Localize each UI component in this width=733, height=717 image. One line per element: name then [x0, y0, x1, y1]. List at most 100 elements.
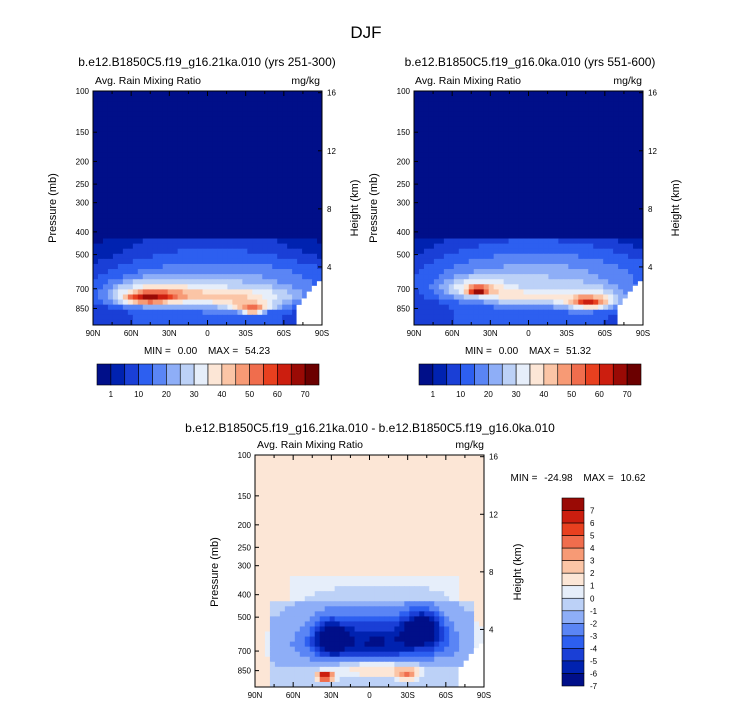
field-cell [558, 213, 564, 219]
field-cell [538, 198, 544, 204]
field-cell [98, 203, 104, 209]
field-cell [504, 106, 510, 112]
field-cell [553, 132, 559, 138]
field-cell [300, 495, 306, 501]
field-cell [247, 152, 253, 158]
field-cell [113, 172, 119, 178]
field-cell [93, 116, 99, 122]
field-cell [302, 152, 308, 158]
field-cell [499, 111, 505, 117]
field-cell [519, 264, 525, 270]
field-cell [208, 183, 214, 189]
field-cell [262, 289, 268, 295]
field-cell [345, 510, 351, 516]
field-cell [494, 147, 500, 153]
field-cell [499, 289, 505, 295]
field-cell [464, 132, 470, 138]
field-cell [203, 233, 209, 239]
field-cell [340, 505, 346, 511]
field-cell [260, 495, 266, 501]
field-cell [434, 167, 440, 173]
field-cell [394, 475, 400, 481]
field-cell [429, 101, 435, 107]
field-cell [178, 193, 184, 199]
field-cell [242, 244, 248, 250]
field-cell [573, 172, 579, 178]
field-cell [558, 274, 564, 280]
field-cell [524, 116, 530, 122]
field-cell [439, 157, 445, 163]
field-cell [603, 183, 609, 189]
field-cell [618, 111, 624, 117]
field-cell [312, 259, 318, 265]
field-cell [252, 132, 258, 138]
field-cell [389, 465, 395, 471]
field-cell [345, 480, 351, 486]
field-cell [138, 254, 144, 260]
field-cell [282, 249, 288, 255]
field-cell [295, 495, 301, 501]
field-cell [118, 116, 124, 122]
field-cell [524, 106, 530, 112]
field-cell [287, 122, 293, 128]
field-cell [265, 480, 271, 486]
field-cell [479, 203, 485, 209]
field-cell [568, 183, 574, 189]
field-cell [429, 279, 435, 285]
field-cell [242, 284, 248, 290]
field-cell [148, 310, 154, 316]
field-cell [499, 274, 505, 280]
field-cell [153, 162, 159, 168]
field-cell [529, 315, 535, 321]
field-cell [499, 183, 505, 189]
field-cell [399, 490, 405, 496]
field-cell [188, 244, 194, 250]
field-cell [504, 274, 510, 280]
field-cell [583, 106, 589, 112]
field-cell [434, 213, 440, 219]
field-cell [300, 485, 306, 491]
field-cell [419, 177, 425, 183]
field-cell [370, 495, 376, 501]
field-cell [434, 198, 440, 204]
field-cell [568, 294, 574, 300]
field-cell [232, 274, 238, 280]
field-cell [307, 132, 313, 138]
field-cell [489, 137, 495, 143]
field-cell [277, 193, 283, 199]
field-cell [163, 315, 169, 321]
field-cell [252, 101, 258, 107]
field-cell [173, 315, 179, 321]
field-cell [603, 274, 609, 280]
field-cell [370, 470, 376, 476]
field-cell [429, 310, 435, 316]
field-cell [212, 310, 218, 316]
field-cell [173, 122, 179, 128]
field-cell [543, 193, 549, 199]
field-cell [548, 239, 554, 245]
field-cell [287, 223, 293, 229]
field-cell [302, 142, 308, 148]
field-cell [583, 208, 589, 214]
field-cell [335, 470, 341, 476]
field-cell [123, 315, 129, 321]
field-cell [262, 167, 268, 173]
field-cell [563, 96, 569, 102]
y-right-tick-label: 16 [327, 89, 336, 98]
field-cell [593, 315, 599, 321]
field-cell [524, 274, 530, 280]
field-cell [563, 249, 569, 255]
field-cell [499, 254, 505, 260]
field-cell [103, 269, 109, 275]
field-cell [148, 208, 154, 214]
field-cell [203, 116, 209, 122]
field-cell [484, 198, 490, 204]
field-cell [424, 177, 430, 183]
field-cell [360, 500, 366, 506]
field-cell [193, 294, 199, 300]
field-cell [454, 167, 460, 173]
field-cell [434, 188, 440, 194]
field-cell [449, 137, 455, 143]
field-cell [148, 284, 154, 290]
field-cell [449, 167, 455, 173]
